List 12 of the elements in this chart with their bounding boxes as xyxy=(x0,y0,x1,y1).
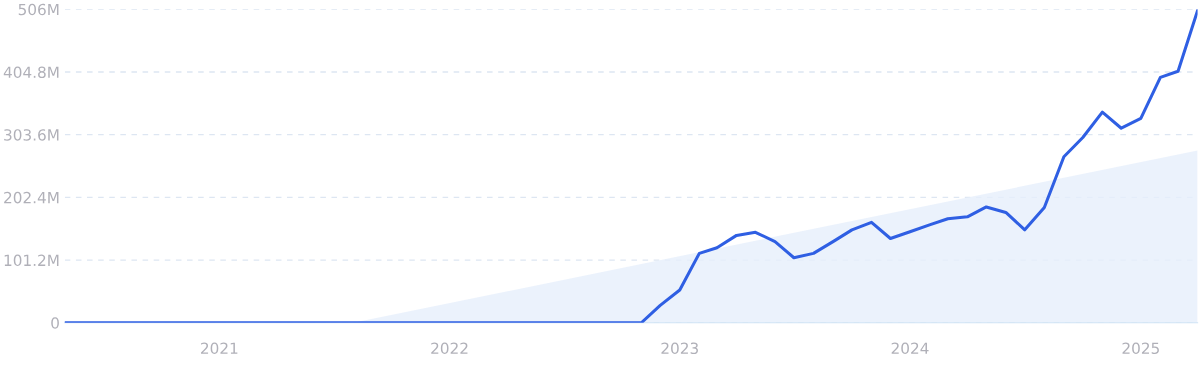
y-tick-label: 101.2M xyxy=(4,254,59,267)
x-tick-label: 2023 xyxy=(661,342,698,355)
line-series xyxy=(64,9,1198,323)
y-tick-label: 404.8M xyxy=(3,66,59,78)
y-tick-label: 506M xyxy=(18,3,59,16)
x-tick-label: 2024 xyxy=(891,342,929,355)
y-tick-label: 0 xyxy=(51,317,59,329)
y-tick-label: 303.6M xyxy=(4,129,59,141)
x-tick-label: 2021 xyxy=(201,342,238,355)
x-tick-label: 2025 xyxy=(1122,342,1159,355)
y-tick-label: 202.4M xyxy=(4,191,59,204)
x-tick-label: 2022 xyxy=(431,342,468,355)
